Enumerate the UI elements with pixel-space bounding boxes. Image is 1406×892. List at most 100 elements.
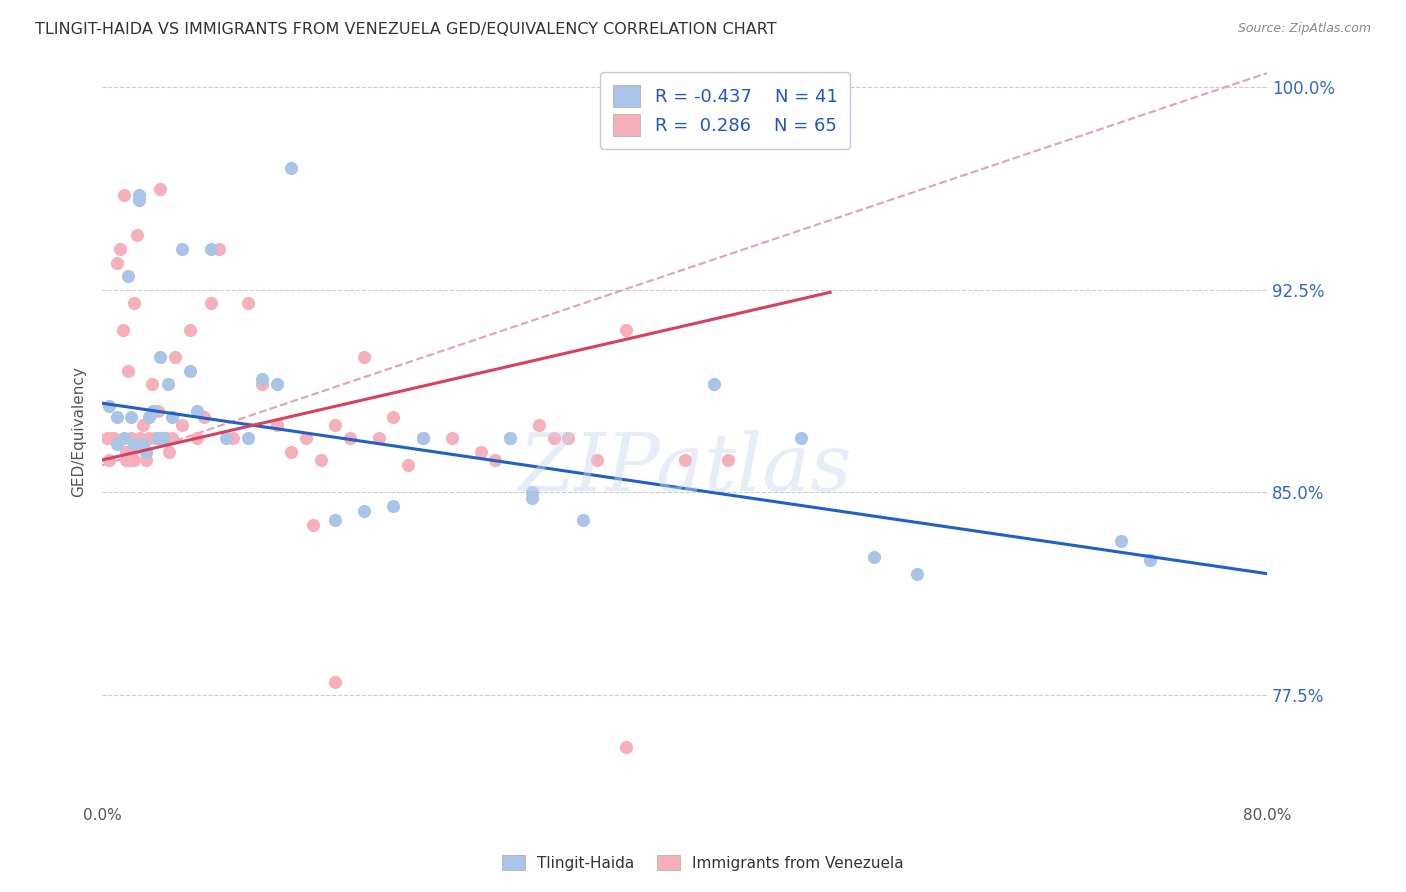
Point <box>236 431 259 445</box>
Point <box>557 431 579 445</box>
Point <box>527 417 550 432</box>
Point <box>135 453 157 467</box>
Point <box>353 504 375 518</box>
Point <box>112 431 135 445</box>
Point <box>132 437 155 451</box>
Text: ZIPatlas: ZIPatlas <box>517 430 851 508</box>
Point <box>120 453 142 467</box>
Point <box>790 431 813 445</box>
Point <box>146 431 169 445</box>
Point <box>411 431 433 445</box>
Point <box>156 377 179 392</box>
Point <box>252 372 274 386</box>
Point <box>149 350 172 364</box>
Point <box>105 255 128 269</box>
Point <box>499 431 522 445</box>
Point <box>266 377 288 392</box>
Point <box>122 437 145 451</box>
Point <box>499 431 522 445</box>
Point <box>152 431 174 445</box>
Point <box>120 431 142 445</box>
Y-axis label: GED/Equivalency: GED/Equivalency <box>72 367 86 497</box>
Point <box>186 431 208 445</box>
Point <box>108 242 131 256</box>
Point <box>520 491 543 505</box>
Point <box>103 431 125 445</box>
Point <box>114 445 136 459</box>
Point <box>382 409 405 424</box>
Point <box>186 404 208 418</box>
Point <box>280 445 302 459</box>
Point <box>302 518 325 533</box>
Point <box>673 453 696 467</box>
Point <box>396 458 419 473</box>
Point <box>907 566 929 581</box>
Point <box>280 161 302 175</box>
Legend: R = -0.437    N = 41, R =  0.286    N = 65: R = -0.437 N = 41, R = 0.286 N = 65 <box>600 72 851 149</box>
Point <box>127 228 149 243</box>
Text: TLINGIT-HAIDA VS IMMIGRANTS FROM VENEZUELA GED/EQUIVALENCY CORRELATION CHART: TLINGIT-HAIDA VS IMMIGRANTS FROM VENEZUE… <box>35 22 776 37</box>
Point <box>323 417 346 432</box>
Point <box>128 187 150 202</box>
Point <box>520 485 543 500</box>
Point <box>367 431 389 445</box>
Point <box>117 268 139 283</box>
Point <box>172 417 194 432</box>
Point <box>236 296 259 310</box>
Point <box>309 453 332 467</box>
Point <box>200 296 222 310</box>
Point <box>862 550 884 565</box>
Point <box>146 404 169 418</box>
Point <box>122 296 145 310</box>
Legend: Tlingit-Haida, Immigrants from Venezuela: Tlingit-Haida, Immigrants from Venezuela <box>492 846 914 880</box>
Point <box>586 453 609 467</box>
Point <box>101 431 124 445</box>
Point <box>98 453 121 467</box>
Point <box>208 242 231 256</box>
Point <box>222 431 245 445</box>
Point <box>193 409 215 424</box>
Point <box>128 194 150 208</box>
Point <box>96 431 118 445</box>
Point <box>484 453 506 467</box>
Point <box>323 512 346 526</box>
Point <box>295 431 318 445</box>
Point <box>614 323 637 337</box>
Text: Source: ZipAtlas.com: Source: ZipAtlas.com <box>1237 22 1371 36</box>
Point <box>142 404 165 418</box>
Point <box>411 431 433 445</box>
Point <box>112 187 135 202</box>
Point <box>138 409 160 424</box>
Point <box>353 350 375 364</box>
Point <box>266 417 288 432</box>
Point <box>160 409 183 424</box>
Point <box>120 409 142 424</box>
Point <box>252 377 274 392</box>
Point <box>172 242 194 256</box>
Point <box>135 445 157 459</box>
Point <box>1139 553 1161 567</box>
Point <box>117 445 139 459</box>
Point <box>703 377 725 392</box>
Point <box>200 242 222 256</box>
Point <box>160 431 183 445</box>
Point <box>141 377 163 392</box>
Point <box>149 182 172 196</box>
Point <box>117 364 139 378</box>
Point <box>382 499 405 513</box>
Point <box>215 431 238 445</box>
Point <box>614 739 637 754</box>
Point <box>114 453 136 467</box>
Point <box>163 350 186 364</box>
Point <box>98 399 121 413</box>
Point <box>152 431 174 445</box>
Point <box>155 431 177 445</box>
Point <box>179 323 201 337</box>
Point <box>105 409 128 424</box>
Point <box>138 431 160 445</box>
Point <box>179 364 201 378</box>
Point <box>157 445 180 459</box>
Point <box>323 674 346 689</box>
Point <box>571 512 593 526</box>
Point <box>105 437 128 451</box>
